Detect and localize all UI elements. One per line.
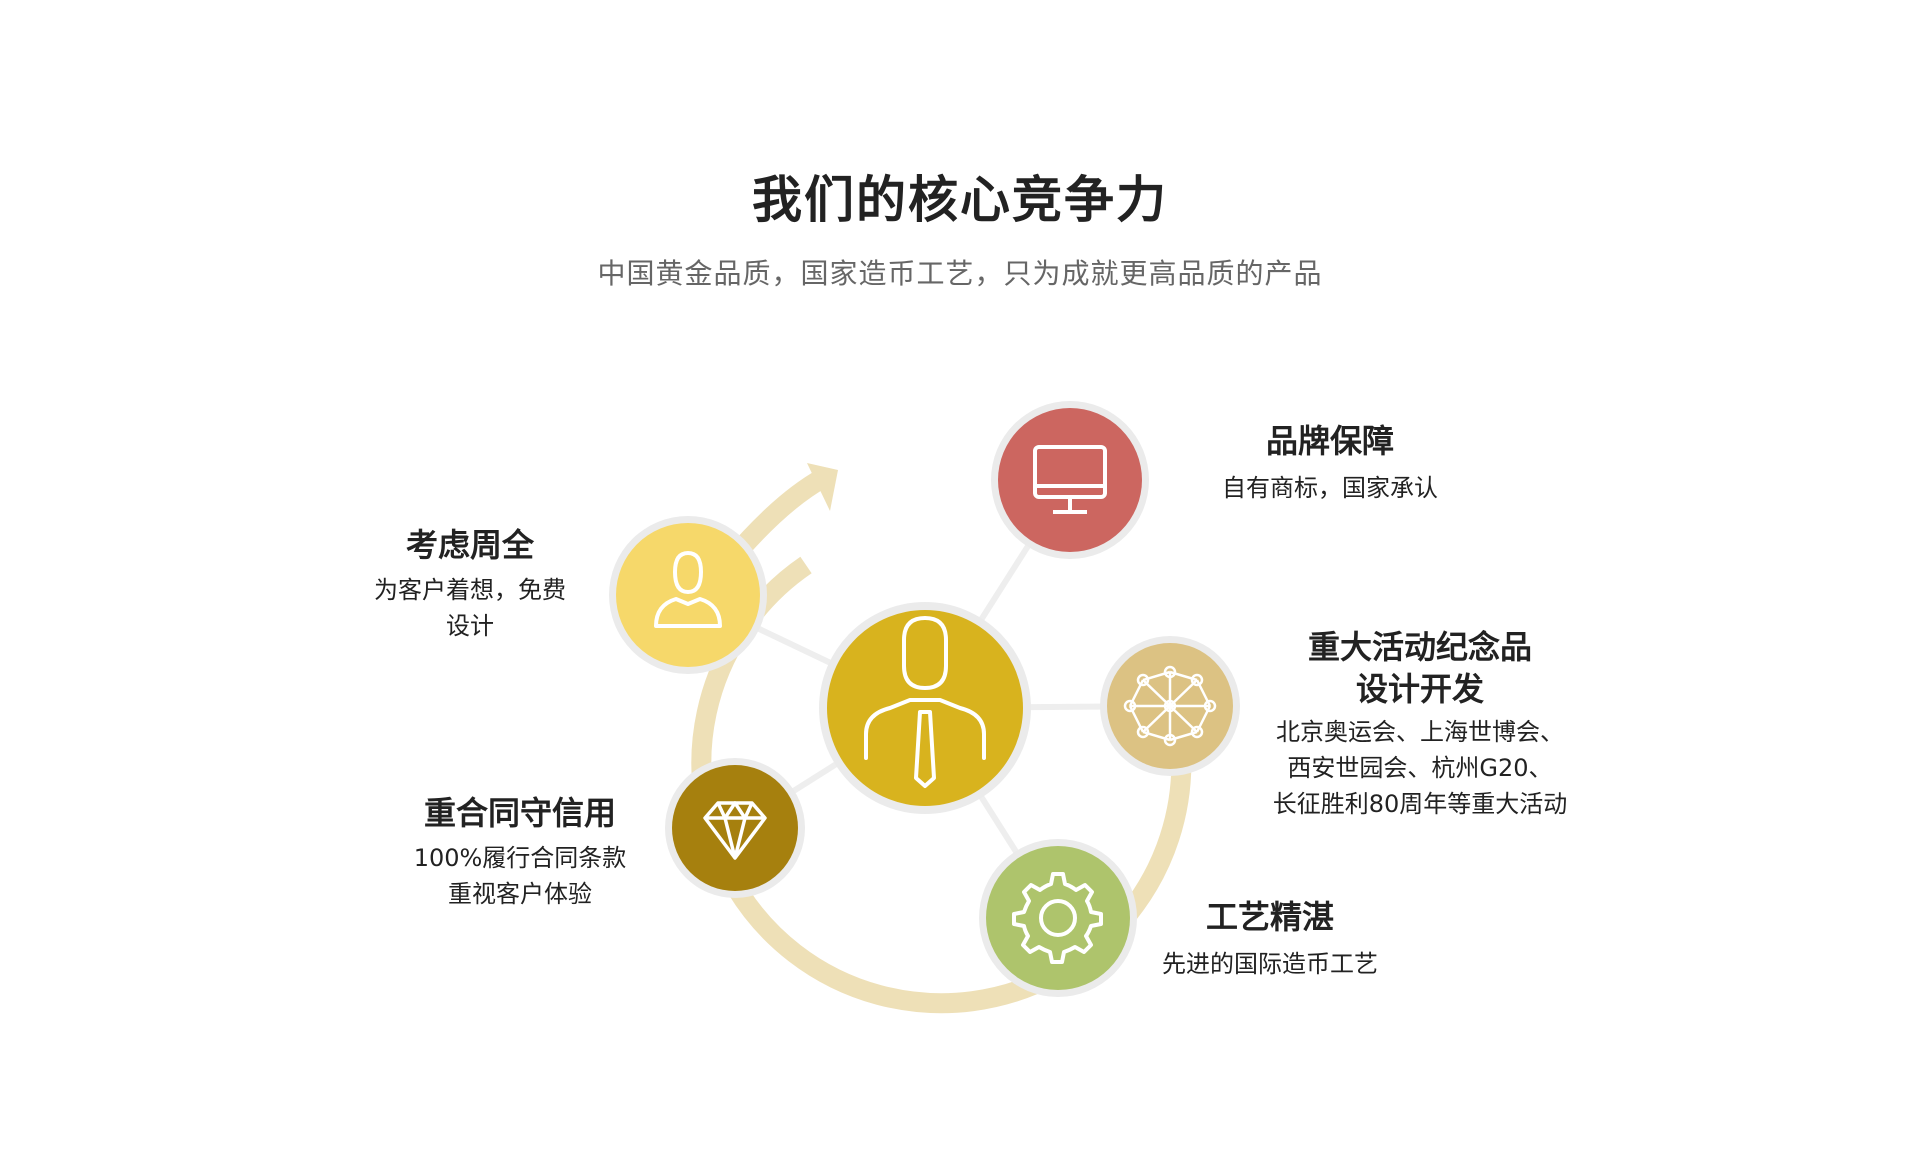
user-icon xyxy=(654,551,722,628)
events-desc-line-2: 西安世园会、杭州G20、 xyxy=(1287,754,1553,782)
diamond-icon xyxy=(703,801,767,860)
credit-desc-line-2: 重视客户体验 xyxy=(448,880,592,908)
craft-title: 工艺精湛 xyxy=(1205,898,1334,936)
gear-icon xyxy=(1012,872,1103,964)
custom-title: 考虑周全 xyxy=(405,526,534,564)
events-desc-line-1: 北京奥运会、上海世博会、 xyxy=(1276,718,1564,746)
page-subtitle: 中国黄金品质，国家造币工艺，只为成就更高品质的产品 xyxy=(597,257,1323,290)
brand-title: 品牌保障 xyxy=(1265,422,1394,460)
ring-arrowhead xyxy=(807,463,838,511)
custom-desc-line-1: 为客户着想，免费 xyxy=(374,576,566,604)
businessman-icon xyxy=(864,616,986,788)
ring-arc xyxy=(691,556,1192,1014)
brand-desc-line: 自有商标，国家承认 xyxy=(1222,474,1438,502)
monitor-icon xyxy=(1033,445,1107,514)
node-center xyxy=(819,602,1031,814)
credit-title: 重合同守信用 xyxy=(423,794,616,832)
events-title-line-1: 重大活动纪念品 xyxy=(1307,628,1532,666)
node-events xyxy=(1100,636,1240,776)
node-craft xyxy=(979,839,1137,997)
custom-desc-line-2: 设计 xyxy=(446,612,494,640)
node-brand xyxy=(991,401,1149,559)
credit-desc-line-1: 100%履行合同条款 xyxy=(413,844,627,872)
events-desc-line-3: 长征胜利80周年等重大活动 xyxy=(1272,790,1568,818)
label-events: 重大活动纪念品 设计开发 北京奥运会、上海世博会、 西安世园会、杭州G20、 长… xyxy=(1250,626,1590,822)
node-credit xyxy=(665,758,805,898)
label-custom: 考虑周全 为客户着想，免费 设计 xyxy=(340,524,600,644)
network-icon xyxy=(1123,665,1217,747)
page-title: 我们的核心竞争力 xyxy=(752,171,1168,229)
label-craft: 工艺精湛 先进的国际造币工艺 xyxy=(1140,896,1400,982)
center-circle xyxy=(827,610,1023,806)
label-credit: 重合同守信用 100%履行合同条款 重视客户体验 xyxy=(390,792,650,912)
label-brand: 品牌保障 自有商标，国家承认 xyxy=(1200,420,1460,506)
events-title-line-2: 设计开发 xyxy=(1355,670,1484,708)
craft-desc-line: 先进的国际造币工艺 xyxy=(1162,950,1378,978)
node-custom xyxy=(609,516,767,674)
